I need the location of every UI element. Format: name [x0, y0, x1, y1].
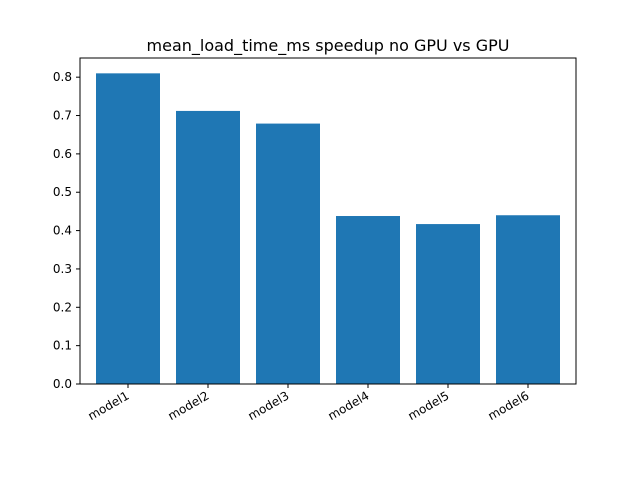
- y-axis: 0.0 0.1 0.2 0.3 0.4 0.5 0.6 0.7 0.8: [53, 70, 80, 391]
- bar-model6: [496, 215, 560, 384]
- bar-model3: [256, 123, 320, 384]
- bar-model4: [336, 216, 400, 384]
- x-tick-label: model1: [86, 388, 132, 423]
- y-tick-label: 0.6: [53, 147, 72, 161]
- y-tick-label: 0.0: [53, 377, 72, 391]
- plot-frame: [79, 57, 577, 385]
- bars-layer: [96, 73, 560, 384]
- x-tick-label: model2: [166, 388, 212, 423]
- x-axis: model1 model2 model3 model4 model5 model6: [86, 384, 532, 423]
- y-tick-label: 0.4: [53, 224, 72, 238]
- x-tick-label: model5: [406, 388, 452, 423]
- x-tick-label: model6: [486, 388, 532, 423]
- bar-model1: [96, 73, 160, 384]
- y-tick-label: 0.7: [53, 109, 72, 123]
- y-tick-label: 0.2: [53, 300, 72, 314]
- y-tick-label: 0.8: [53, 70, 72, 84]
- x-tick-label: model4: [326, 388, 372, 423]
- chart-title: mean_load_time_ms speedup no GPU vs GPU: [147, 36, 510, 56]
- y-tick-label: 0.3: [53, 262, 72, 276]
- y-tick-label: 0.1: [53, 339, 72, 353]
- x-tick-label: model3: [246, 388, 292, 423]
- bar-model2: [176, 110, 240, 384]
- y-tick-label: 0.5: [53, 185, 72, 199]
- bar-model5: [416, 224, 480, 384]
